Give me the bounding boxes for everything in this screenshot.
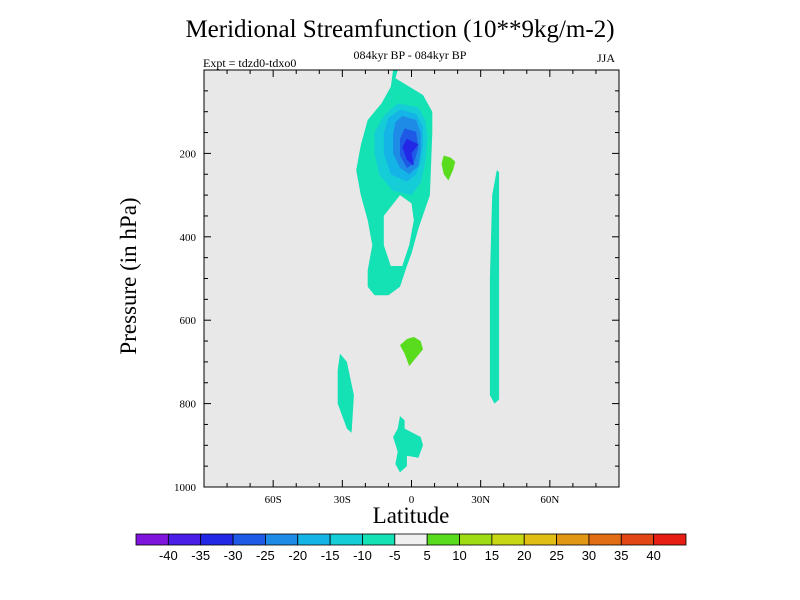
y-tick-label: 200 xyxy=(180,148,197,160)
colorbar-swatch xyxy=(167,533,202,546)
colorbar-swatch xyxy=(491,533,525,546)
colorbar-swatch xyxy=(620,533,655,546)
colorbar-label: 20 xyxy=(517,548,531,563)
y-tick-labels: 200 400 600 800 1000 xyxy=(174,148,197,494)
colorbar-label: -5 xyxy=(389,548,401,563)
colorbar-label: 40 xyxy=(646,548,660,563)
y-tick-label: 600 xyxy=(180,315,197,327)
contour-region-pos5-upper xyxy=(441,155,456,181)
colorbar-swatch xyxy=(232,533,266,546)
colorbar-label: 15 xyxy=(485,548,499,563)
colorbar-swatch xyxy=(135,533,169,546)
y-tick-label: 800 xyxy=(180,399,197,411)
colorbar-label: 10 xyxy=(452,548,466,563)
colorbar-swatch xyxy=(200,533,234,546)
colorbar xyxy=(135,533,687,546)
colorbar-swatch xyxy=(556,533,590,546)
contour-region-left-blob xyxy=(337,353,354,433)
colorbar-label: -20 xyxy=(288,548,307,563)
x-tick-label: 30S xyxy=(334,494,351,506)
colorbar-swatch xyxy=(297,533,331,546)
x-tick-labels: 60S 30S 0 30N 60N xyxy=(265,494,560,506)
colorbar-label: 30 xyxy=(582,548,596,563)
contour-region-pos5-lower xyxy=(400,336,423,367)
colorbar-swatch xyxy=(394,533,428,546)
x-tick-label: 0 xyxy=(409,494,415,506)
contour-region-right-stripe xyxy=(489,170,500,404)
y-tick-label: 400 xyxy=(180,232,197,244)
contour-region-neg30 xyxy=(402,138,419,166)
colorbar-swatch xyxy=(459,533,493,546)
contour-region-gap-hole xyxy=(383,195,414,266)
chart-subtitle: 084kyr BP - 084kyr BP xyxy=(353,48,467,62)
colorbar-label: -15 xyxy=(321,548,340,563)
colorbar-label: 35 xyxy=(614,548,628,563)
colorbar-label: -30 xyxy=(224,548,243,563)
x-tick-label: 60S xyxy=(265,494,282,506)
axis-ticks xyxy=(204,70,619,487)
plot-frame xyxy=(203,69,620,488)
colorbar-swatch xyxy=(329,533,363,546)
colorbar-swatch xyxy=(653,533,687,546)
chart-title: Meridional Streamfunction (10**9kg/m-2) xyxy=(185,16,615,43)
experiment-label: Expt = tdzd0-tdxo0 xyxy=(203,56,297,70)
colorbar-label: -25 xyxy=(256,548,275,563)
colorbar-label: -40 xyxy=(159,548,178,563)
colorbar-swatch xyxy=(426,533,460,546)
y-tick-label: 1000 xyxy=(174,482,197,494)
x-tick-label: 60N xyxy=(540,494,559,506)
contour-regions xyxy=(337,70,500,473)
x-tick-label: 30N xyxy=(471,494,490,506)
colorbar-swatch xyxy=(588,533,622,546)
season-label: JJA xyxy=(597,51,616,65)
colorbar-label: -35 xyxy=(191,548,210,563)
colorbar-swatch xyxy=(362,533,396,546)
colorbar-swatch xyxy=(265,533,299,546)
colorbar-labels: -40 -35 -30 -25 -20 -15 -10 -5 5 10 15 20 25 30 35 40 xyxy=(159,548,661,563)
contour-region-bottom-blob xyxy=(393,416,423,473)
colorbar-swatch xyxy=(523,533,557,546)
colorbar-label: 5 xyxy=(424,548,431,563)
colorbar-label: 25 xyxy=(549,548,563,563)
x-axis-label: Latitude xyxy=(372,503,450,528)
colorbar-label: -10 xyxy=(353,548,372,563)
